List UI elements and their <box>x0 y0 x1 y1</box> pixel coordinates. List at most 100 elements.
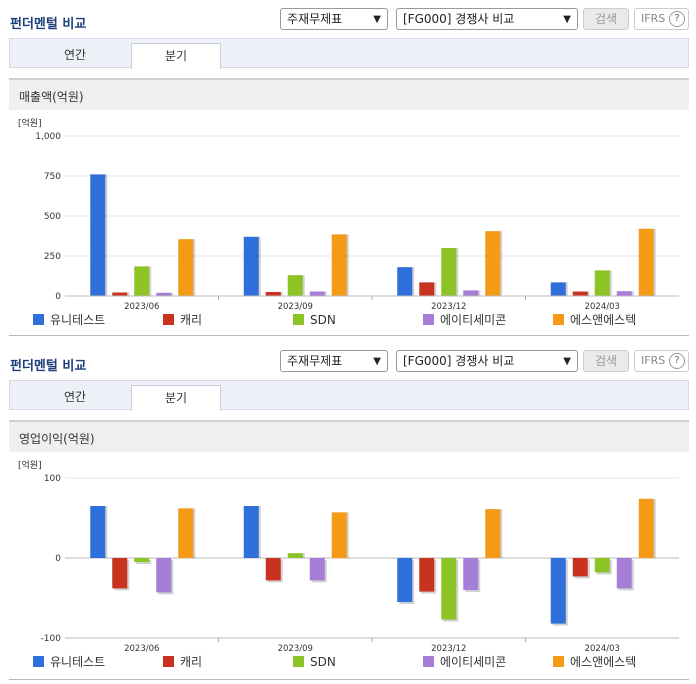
compare-select[interactable]: [FG000] 경쟁사 비교 ▼ <box>396 8 578 30</box>
ifrs-label: IFRS <box>641 12 666 25</box>
y-tick-label: 0 <box>55 292 61 302</box>
legend-item-series-4[interactable]: 에스앤에스텍 <box>553 313 636 327</box>
legend-label: 에스앤에스텍 <box>570 655 636 669</box>
legend-item-series-1[interactable]: 캐리 <box>163 313 202 327</box>
ifrs-button[interactable]: IFRS ? <box>634 350 689 372</box>
x-tick-label: 2023/12 <box>431 644 466 654</box>
sales-bar-chart: [억원] 0 250 500 750 1,000 2023/06 2023/09 2023/12… <box>18 117 679 327</box>
bar-series-1-2023-09 <box>265 292 281 296</box>
bar-series-3-2023-12 <box>463 290 479 296</box>
bar-series-1-2023-09 <box>265 558 281 581</box>
bar-series-3-2024-03 <box>616 558 632 589</box>
bar-series-3-2023-09 <box>309 558 325 581</box>
y-axis-unit-label: [억원] <box>18 459 42 471</box>
tab-annual[interactable]: 연간 <box>63 390 87 404</box>
bar-series-0-2023-12 <box>397 558 413 602</box>
legend-item-series-2[interactable]: SDN <box>293 655 336 669</box>
y-tick-label: -100 <box>41 634 62 644</box>
operating-profit-bar-chart: [억원] -100 0 100 2023/06 2023/09 2023/12 2024/03… <box>18 459 679 669</box>
panel-title: 펀더멘털 비교 <box>10 17 87 32</box>
metric-title: 매출액(억원) <box>19 90 84 104</box>
legend-swatch <box>163 314 174 325</box>
bar-series-1-2023-06 <box>112 292 128 296</box>
divider <box>9 335 689 336</box>
legend-label: 유니테스트 <box>50 313 105 327</box>
legend-swatch <box>33 656 44 667</box>
bar-series-3-2023-09 <box>309 291 325 296</box>
bar-series-2-2023-09 <box>287 275 303 296</box>
legend-item-series-4[interactable]: 에스앤에스텍 <box>553 655 636 669</box>
compare-select-value: [FG000] 경쟁사 비교 <box>403 12 515 26</box>
legend-swatch <box>293 314 304 325</box>
bar-series-4-2023-09 <box>331 512 347 558</box>
bar-series-2-2024-03 <box>594 558 610 573</box>
legend-swatch <box>423 314 434 325</box>
panel-title: 펀더멘털 비교 <box>10 359 87 374</box>
bar-series-1-2023-12 <box>419 282 435 296</box>
bar-series-1-2024-03 <box>572 291 588 296</box>
bar-series-0-2023-12 <box>397 267 413 296</box>
tab-annual[interactable]: 연간 <box>63 48 87 62</box>
bar-series-1-2023-12 <box>419 558 435 592</box>
legend-item-series-0[interactable]: 유니테스트 <box>33 655 105 669</box>
bar-series-3-2024-03 <box>616 291 632 296</box>
divider <box>9 679 689 680</box>
legend-label: 유니테스트 <box>50 655 105 669</box>
statement-select[interactable]: 주재무제표 ▼ <box>280 8 388 30</box>
help-icon[interactable]: ? <box>669 11 685 27</box>
legend-swatch <box>553 656 564 667</box>
chevron-down-icon: ▼ <box>373 356 381 367</box>
bar-series-4-2023-12 <box>485 231 501 296</box>
tab-quarterly[interactable]: 분기 <box>131 385 221 411</box>
bar-series-1-2024-03 <box>572 558 588 577</box>
legend-item-series-0[interactable]: 유니테스트 <box>33 313 105 327</box>
ifrs-button[interactable]: IFRS ? <box>634 8 689 30</box>
bar-series-0-2023-09 <box>243 236 259 296</box>
tab-quarterly[interactable]: 분기 <box>131 43 221 69</box>
metric-title: 영업이익(억원) <box>19 432 95 446</box>
legend-item-series-3[interactable]: 에이티세미콘 <box>423 313 506 327</box>
search-button[interactable]: 검색 <box>583 350 629 372</box>
legend-label: SDN <box>310 313 336 327</box>
statement-select-value: 주재무제표 <box>287 12 343 26</box>
x-tick-label: 2023/12 <box>431 302 466 312</box>
legend-label: 에이티세미콘 <box>440 655 506 669</box>
bar-series-3-2023-12 <box>463 558 479 590</box>
chevron-down-icon: ▼ <box>563 356 571 367</box>
bar-series-2-2023-12 <box>441 558 457 620</box>
bar-series-0-2024-03 <box>550 282 566 296</box>
x-tick-label: 2023/09 <box>278 644 313 654</box>
bar-series-4-2023-06 <box>178 239 194 296</box>
bar-series-4-2023-12 <box>485 509 501 558</box>
bar-series-3-2023-06 <box>156 558 172 593</box>
statement-select[interactable]: 주재무제표 ▼ <box>280 350 388 372</box>
bar-series-1-2023-06 <box>112 558 128 589</box>
legend-item-series-2[interactable]: SDN <box>293 313 336 327</box>
x-tick-label: 2023/09 <box>278 302 313 312</box>
help-icon[interactable]: ? <box>669 353 685 369</box>
ifrs-label: IFRS <box>641 354 666 367</box>
chevron-down-icon: ▼ <box>373 14 381 25</box>
legend-item-series-3[interactable]: 에이티세미콘 <box>423 655 506 669</box>
y-tick-label: 0 <box>55 554 61 564</box>
x-tick-label: 2023/06 <box>124 302 159 312</box>
fundamental-panel-operating-profit: 펀더멘털 비교 주재무제표 ▼ [FG000] 경쟁사 비교 ▼ 검색 IFRS… <box>0 342 696 684</box>
period-tabs: 연간 분기 <box>9 38 689 69</box>
bar-series-2-2023-06 <box>134 558 150 562</box>
y-tick-label: 1,000 <box>35 132 61 142</box>
bar-series-4-2023-09 <box>331 234 347 296</box>
legend-item-series-1[interactable]: 캐리 <box>163 655 202 669</box>
search-button[interactable]: 검색 <box>583 8 629 30</box>
panel-header: 펀더멘털 비교 주재무제표 ▼ [FG000] 경쟁사 비교 ▼ 검색 IFRS… <box>0 0 696 34</box>
bar-series-2-2023-09 <box>287 553 303 558</box>
compare-select[interactable]: [FG000] 경쟁사 비교 ▼ <box>396 350 578 372</box>
bar-series-3-2023-06 <box>156 292 172 296</box>
legend-swatch <box>163 656 174 667</box>
bar-series-0-2023-06 <box>90 174 106 296</box>
metric-title-bar: 매출액(억원) <box>9 78 689 110</box>
y-tick-label: 100 <box>44 474 61 484</box>
bar-series-2-2023-06 <box>134 266 150 296</box>
metric-title-bar: 영업이익(억원) <box>9 420 689 452</box>
bar-series-0-2024-03 <box>550 558 566 624</box>
x-tick-label: 2023/06 <box>124 644 159 654</box>
